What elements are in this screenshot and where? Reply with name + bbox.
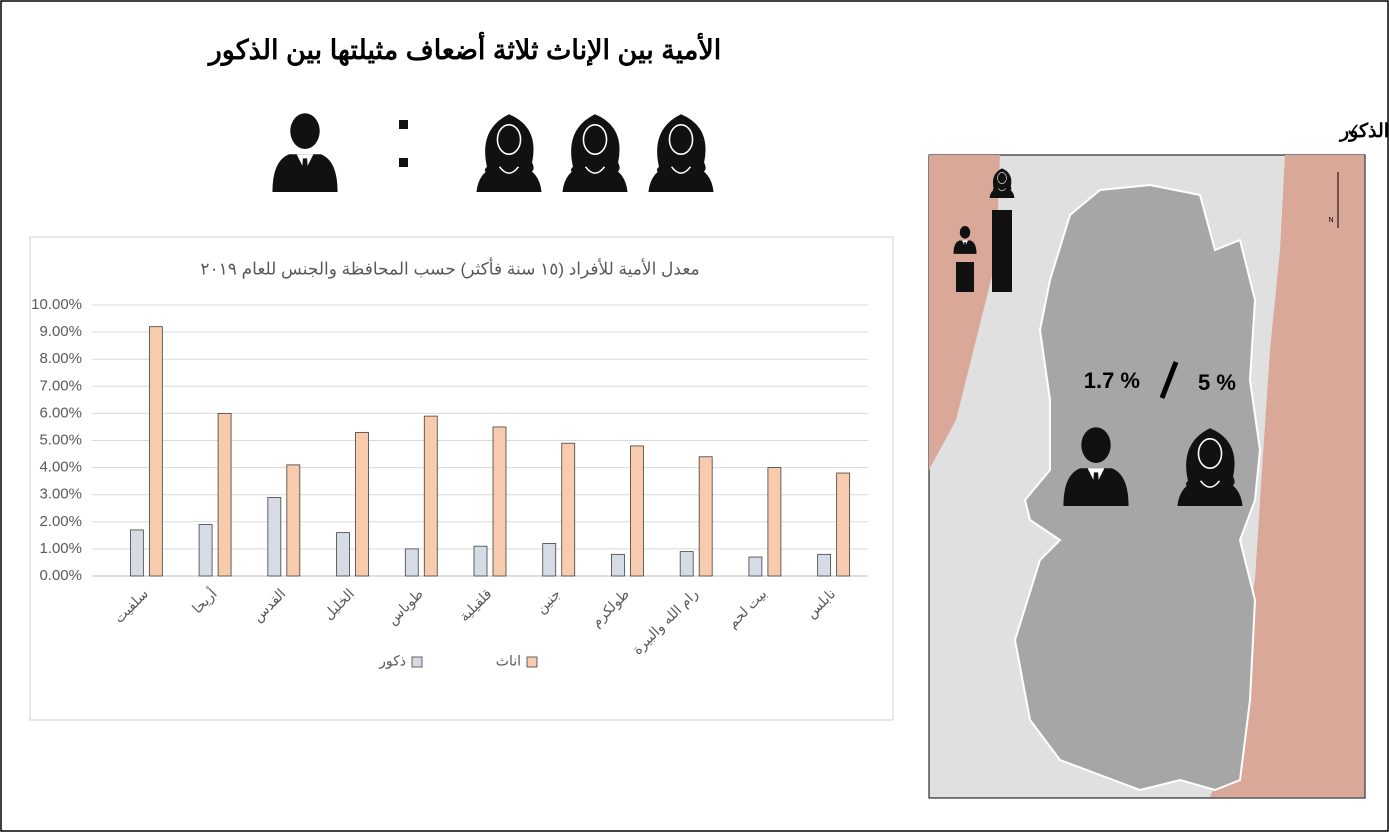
bar	[817, 553, 832, 577]
bar	[767, 467, 782, 577]
check-icon: ✓	[1346, 120, 1361, 140]
bar	[679, 551, 694, 577]
female-bar-icon	[992, 210, 1012, 292]
y-tick-label: 10.00%	[31, 296, 82, 313]
bar	[355, 431, 369, 577]
bar	[611, 553, 625, 577]
bar	[336, 532, 350, 577]
chart-frame	[29, 236, 894, 721]
legend-swatch	[411, 656, 423, 668]
y-tick-label: 1.00%	[39, 540, 82, 557]
y-tick-label: 9.00%	[39, 323, 82, 340]
legend-label: ذكور	[378, 653, 406, 670]
bar	[198, 524, 213, 577]
y-tick-label: 7.00%	[39, 377, 82, 394]
bar	[492, 426, 507, 577]
y-tick-label: 2.00%	[39, 513, 82, 530]
bar	[148, 326, 163, 577]
bar	[630, 445, 644, 577]
female-rate: 5 %	[1198, 370, 1236, 395]
male-rate: 1.7 %	[1084, 368, 1140, 393]
map-panel: ✓ نسبة أمية الإناث مقارنة مع الذكور N 1.…	[928, 117, 1389, 799]
y-tick-label: 3.00%	[39, 486, 82, 503]
territory	[1013, 183, 1262, 792]
bar	[286, 464, 301, 577]
bar	[698, 456, 713, 577]
bar	[836, 472, 851, 577]
north-label: N	[1328, 217, 1333, 224]
slide-title: الأمية بين الإناث ثلاثة أضعاف مثيلتها بي…	[207, 32, 722, 67]
bar	[217, 412, 232, 577]
bar	[473, 545, 488, 577]
bar	[423, 415, 438, 577]
y-tick-label: 5.00%	[39, 431, 82, 448]
bar	[542, 543, 557, 577]
bar	[267, 497, 282, 577]
separator	[1159, 361, 1179, 399]
y-tick-label: 8.00%	[39, 350, 82, 367]
map-title: نسبة أمية الإناث مقارنة مع الذكور	[1338, 117, 1389, 143]
coast-strip	[929, 155, 1000, 470]
bar	[404, 548, 419, 577]
ratio-icons	[272, 113, 715, 192]
legend-label: اناث	[496, 653, 521, 669]
legend-swatch	[526, 656, 538, 668]
y-tick-label: 0.00%	[39, 567, 82, 584]
y-tick-label: 6.00%	[39, 404, 82, 421]
y-tick-label: 4.00%	[39, 459, 82, 476]
male-bar-icon	[956, 262, 974, 292]
bar	[129, 529, 144, 577]
chart-title: معدل الأمية للأفراد (١٥ سنة فأكثر) حسب ا…	[200, 256, 699, 279]
bar	[561, 442, 576, 577]
bar	[748, 556, 763, 577]
